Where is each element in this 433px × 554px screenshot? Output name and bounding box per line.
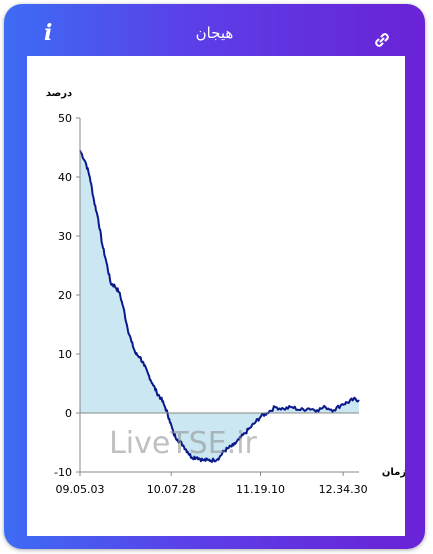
card-header: i هیجان [4, 4, 425, 58]
emotion-chart: LiveTSE.ir درصد زمان 50 40 30 20 10 0 -10 09.05… [46, 88, 407, 496]
x-axis-label: زمان [382, 467, 405, 478]
watermark: LiveTSE.ir [109, 426, 257, 461]
y-axis-label: درصد [46, 88, 72, 99]
y-tick-label: 30 [58, 230, 72, 243]
x-tick-label: 10.07.28 [147, 483, 196, 496]
card-title: هیجان [195, 24, 234, 42]
y-tick-label: 10 [58, 348, 72, 361]
series-area-fill [80, 150, 359, 462]
x-tick-label: 12.34.30 [319, 483, 368, 496]
y-tick-label: 50 [58, 112, 72, 125]
plot-area [79, 150, 360, 463]
y-tick-label: 20 [58, 289, 72, 302]
chart-panel: LiveTSE.ir درصد زمان 50 40 30 20 10 0 -10 09.05… [27, 56, 407, 536]
info-icon[interactable]: i [44, 20, 53, 46]
x-tick-label: 11.19.10 [236, 483, 285, 496]
series-line [79, 150, 360, 463]
axes: 50 40 30 20 10 0 -10 09.05.03 10.07.28 11.19.10 12… [54, 112, 368, 496]
link-icon[interactable] [372, 30, 392, 50]
x-tick-label: 09.05.03 [56, 483, 105, 496]
y-tick-label: 0 [65, 407, 72, 420]
emotion-card: i هیجان LiveTSE.ir درصد زمان 50 40 30 20 10 0… [4, 4, 425, 549]
y-tick-label: 40 [58, 171, 72, 184]
y-tick-label: -10 [54, 466, 72, 479]
